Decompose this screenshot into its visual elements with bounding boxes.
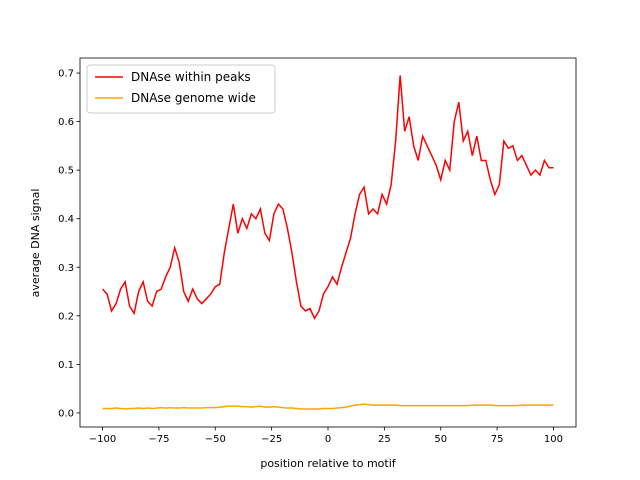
series-line — [101, 75, 554, 320]
legend-label: DNAse genome wide — [131, 91, 256, 105]
y-tick-label: 0.2 — [58, 311, 74, 322]
x-tick-label: 50 — [434, 434, 447, 445]
x-tick-label: 75 — [491, 434, 504, 445]
y-tick-label: 0.1 — [58, 360, 74, 371]
x-tick-label: −75 — [148, 434, 169, 445]
x-tick-label: 100 — [544, 434, 563, 445]
y-tick-label: 0.6 — [58, 117, 74, 128]
x-tick-label: −100 — [89, 434, 116, 445]
y-tick-label: 0.0 — [58, 408, 74, 419]
y-tick-label: 0.3 — [58, 263, 74, 274]
legend: DNAse within peaks DNAse genome wide — [86, 64, 276, 114]
x-tick-label: −25 — [261, 434, 282, 445]
y-tick-label: 0.4 — [58, 214, 74, 225]
plot-frame — [79, 57, 577, 428]
y-tick-label: 0.5 — [58, 166, 74, 177]
legend-box — [86, 64, 276, 114]
x-axis-label: position relative to motif — [260, 457, 396, 470]
series-line — [102, 403, 554, 410]
y-tick-label: 0.7 — [58, 69, 74, 80]
x-tick-label: 25 — [378, 434, 391, 445]
x-tick-label: −50 — [205, 434, 226, 445]
x-tick-label: 0 — [325, 434, 331, 445]
y-axis-label: average DNA signal — [29, 189, 42, 298]
legend-label: DNAse within peaks — [131, 70, 251, 84]
